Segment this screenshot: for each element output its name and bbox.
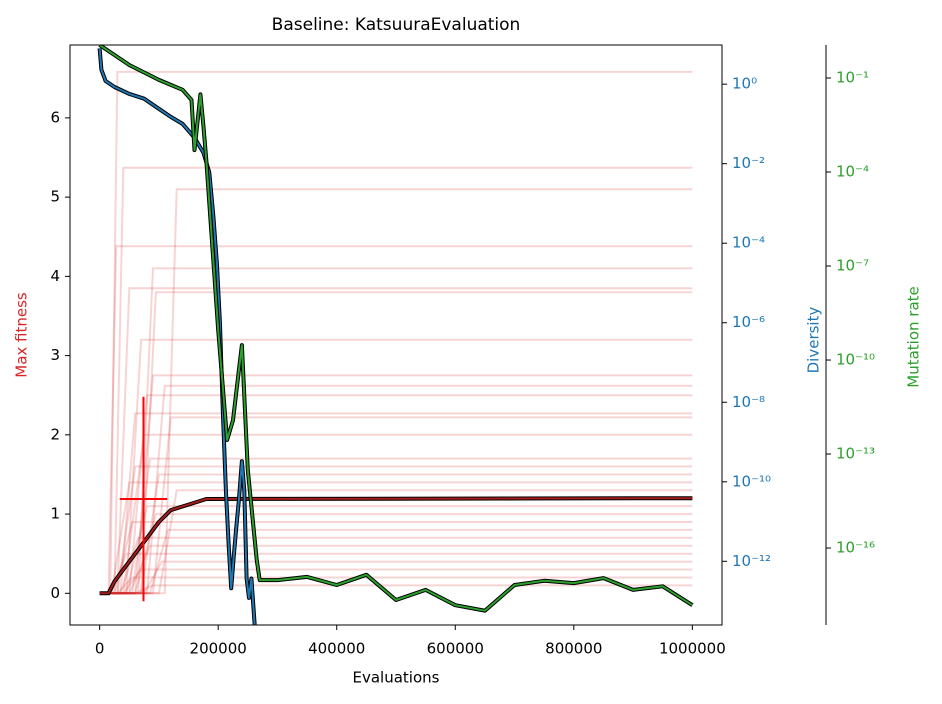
run-line bbox=[99, 521, 693, 595]
run-line bbox=[99, 433, 693, 595]
y2-tick-label: 10⁰ bbox=[732, 75, 757, 93]
y-axis-label: Max fitness bbox=[13, 292, 31, 378]
x-tick-label: 400000 bbox=[308, 640, 365, 658]
run-line bbox=[99, 267, 693, 595]
y2-tick-label: 10⁻¹² bbox=[732, 552, 771, 570]
y-tick-label: 5 bbox=[50, 188, 60, 206]
series-line bbox=[99, 497, 693, 595]
x-axis-label: Evaluations bbox=[353, 669, 440, 687]
x-tick-label: 0 bbox=[95, 640, 105, 658]
run-line bbox=[99, 188, 693, 595]
y-tick-label: 4 bbox=[50, 267, 60, 285]
run-line bbox=[99, 245, 693, 595]
series-line bbox=[99, 45, 693, 612]
y2-tick-label: 10⁻¹⁰ bbox=[732, 472, 771, 490]
run-line bbox=[99, 560, 693, 595]
run-line bbox=[99, 394, 693, 595]
y-tick-label: 2 bbox=[50, 425, 60, 443]
y2-tick-label: 10⁻⁸ bbox=[732, 393, 765, 411]
x-tick-label: 200000 bbox=[190, 640, 247, 658]
run-line bbox=[99, 513, 693, 595]
x-tick-label: 600000 bbox=[427, 640, 484, 658]
run-line bbox=[99, 544, 693, 595]
y2-tick-label: 10⁻⁴ bbox=[732, 234, 765, 252]
plot-frame bbox=[69, 44, 723, 626]
run-line bbox=[99, 338, 693, 595]
run-line bbox=[99, 528, 693, 595]
y3-tick-label: 10⁻¹⁰ bbox=[836, 351, 875, 369]
y2-axis-label: Diversity bbox=[805, 307, 823, 374]
run-line bbox=[99, 384, 693, 595]
run-line bbox=[99, 568, 693, 595]
chart-title: Baseline: KatsuuraEvaluation bbox=[272, 15, 521, 35]
x-tick-label: 800000 bbox=[545, 640, 602, 658]
y-tick-label: 1 bbox=[50, 505, 60, 523]
x-tick-label: 1000000 bbox=[659, 640, 726, 658]
plot-area bbox=[97, 45, 694, 625]
run-line bbox=[99, 584, 693, 595]
y3-tick-label: 10⁻¹⁶ bbox=[836, 539, 875, 557]
y-tick-label: 3 bbox=[50, 346, 60, 364]
y2-tick-label: 10⁻² bbox=[732, 154, 765, 172]
axes: 0 200000 400000 600000 800000 1000000 0 1 2 3 4 5 6 1… bbox=[50, 44, 875, 658]
run-line bbox=[99, 287, 693, 595]
run-line bbox=[99, 473, 693, 595]
run-line bbox=[99, 457, 693, 595]
run-line bbox=[99, 416, 693, 595]
run-line bbox=[99, 552, 693, 595]
series-outline bbox=[97, 48, 257, 625]
y3-tick-label: 10⁻¹ bbox=[836, 68, 869, 86]
y2-tick-label: 10⁻⁶ bbox=[732, 313, 765, 331]
y3-tick-label: 10⁻¹³ bbox=[836, 445, 875, 463]
series-line bbox=[98, 48, 256, 625]
y-tick-label: 0 bbox=[50, 584, 60, 602]
y3-tick-label: 10⁻⁴ bbox=[836, 163, 869, 181]
y3-tick-label: 10⁻⁷ bbox=[836, 257, 869, 275]
y-tick-label: 6 bbox=[50, 108, 60, 126]
y3-axis-label: Mutation rate bbox=[905, 286, 923, 388]
run-line bbox=[99, 489, 693, 595]
run-line bbox=[99, 291, 693, 595]
